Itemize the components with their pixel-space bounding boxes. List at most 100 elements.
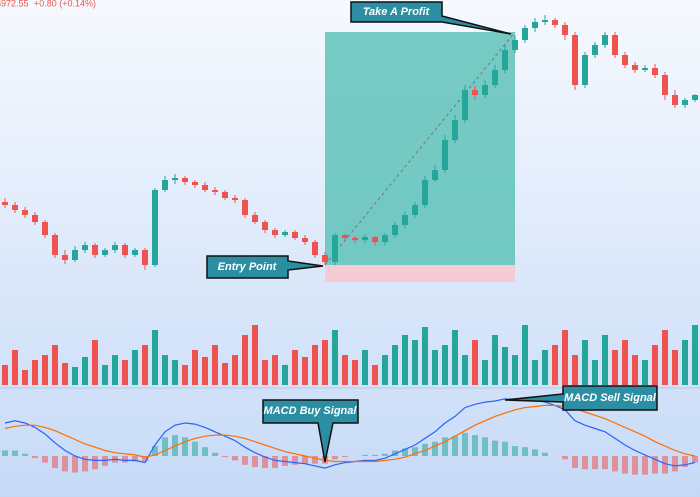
volume-bar: [12, 350, 18, 385]
candle-body: [172, 178, 178, 180]
volume-bar: [2, 365, 8, 385]
volume-bar: [442, 345, 448, 385]
histogram-bar: [642, 456, 648, 475]
candle-body: [92, 245, 98, 255]
histogram-bar: [42, 456, 48, 463]
volume-bar: [192, 350, 198, 385]
volume-bar: [592, 360, 598, 385]
candle-body: [32, 215, 38, 222]
candle-body: [272, 230, 278, 235]
callout-macd-buy: MACD Buy Signal: [262, 399, 359, 463]
candle-body: [492, 70, 498, 85]
candle-body: [612, 35, 618, 55]
header-change: +0.80 (+0.14%): [34, 0, 96, 8]
histogram-bar: [142, 456, 148, 462]
candle-body: [532, 22, 538, 28]
candle-body: [642, 68, 648, 70]
candle-body: [512, 40, 518, 50]
histogram-bar: [572, 456, 578, 469]
volume-bar: [552, 345, 558, 385]
histogram-bar: [432, 441, 438, 456]
histogram-bar: [192, 441, 198, 456]
candle-body: [342, 235, 348, 238]
histogram-bar: [612, 456, 618, 472]
histogram-bar: [82, 456, 88, 472]
callout-shape: [206, 255, 324, 279]
volume-bar: [142, 345, 148, 385]
volume-bar: [242, 335, 248, 385]
volume-bar: [232, 355, 238, 385]
histogram-bar: [492, 440, 498, 456]
candle-body: [682, 100, 688, 105]
candle-body: [402, 215, 408, 225]
callout-text: Entry Point: [218, 261, 278, 273]
histogram-bar: [682, 456, 688, 467]
histogram-bar: [692, 456, 698, 463]
callout-text: MACD Sell Signal: [564, 392, 657, 404]
histogram-bar: [292, 456, 298, 465]
histogram-bar: [122, 456, 128, 463]
volume-bar: [42, 355, 48, 385]
volume-bar: [112, 355, 118, 385]
header-price: 5972.55: [0, 0, 29, 8]
candle-body: [632, 65, 638, 70]
callout-take-profit: Take A Profit: [350, 1, 512, 35]
volume-bar: [402, 335, 408, 385]
candle-body: [72, 250, 78, 260]
histogram-bar: [132, 456, 138, 462]
volume-bar: [472, 340, 478, 385]
histogram-bar: [252, 456, 258, 467]
histogram-bar: [2, 450, 8, 456]
volume-bar: [492, 335, 498, 385]
candle-body: [82, 245, 88, 250]
candle-body: [522, 28, 528, 40]
histogram-bar: [632, 456, 638, 475]
candle-body: [572, 35, 578, 85]
candle-body: [42, 222, 48, 235]
candle-body: [252, 215, 258, 222]
histogram-bar: [12, 450, 18, 456]
volume-bar: [532, 360, 538, 385]
volume-bar: [412, 340, 418, 385]
histogram-bar: [562, 456, 568, 460]
volume-bar: [152, 330, 158, 385]
volume-bar: [272, 355, 278, 385]
volume-bar: [132, 350, 138, 385]
candle-body: [222, 192, 228, 198]
candle-body: [422, 180, 428, 205]
volume-bar: [22, 370, 28, 385]
volume-bar: [302, 357, 308, 385]
volume-bar: [82, 357, 88, 385]
candle-body: [372, 237, 378, 242]
candle-body: [602, 35, 608, 45]
volume-bar: [292, 350, 298, 385]
volume-bar: [62, 363, 68, 385]
histogram-bar: [52, 456, 58, 469]
callout-text: MACD Buy Signal: [264, 405, 358, 417]
candle-body: [552, 20, 558, 25]
histogram-bar: [472, 435, 478, 456]
histogram-bar: [482, 437, 488, 456]
histogram-bar: [672, 456, 678, 472]
histogram-bar: [232, 456, 238, 461]
candle-body: [282, 232, 288, 235]
volume-bar: [392, 345, 398, 385]
histogram-bar: [452, 436, 458, 456]
volume-bar: [612, 350, 618, 385]
volume-bar: [332, 330, 338, 385]
volume-bar: [92, 340, 98, 385]
callout-shape: [504, 385, 658, 411]
volume-bar: [672, 350, 678, 385]
candle-body: [382, 235, 388, 242]
histogram-bar: [162, 437, 168, 456]
volume-bar: [212, 345, 218, 385]
candle-body: [692, 95, 698, 100]
volume-bar: [522, 325, 528, 385]
candle-body: [152, 190, 158, 265]
volume-bar: [502, 347, 508, 385]
histogram-bar: [362, 454, 368, 456]
candle-body: [412, 205, 418, 215]
volume-bar: [572, 355, 578, 385]
candle-body: [12, 205, 18, 210]
candle-body: [262, 222, 268, 230]
